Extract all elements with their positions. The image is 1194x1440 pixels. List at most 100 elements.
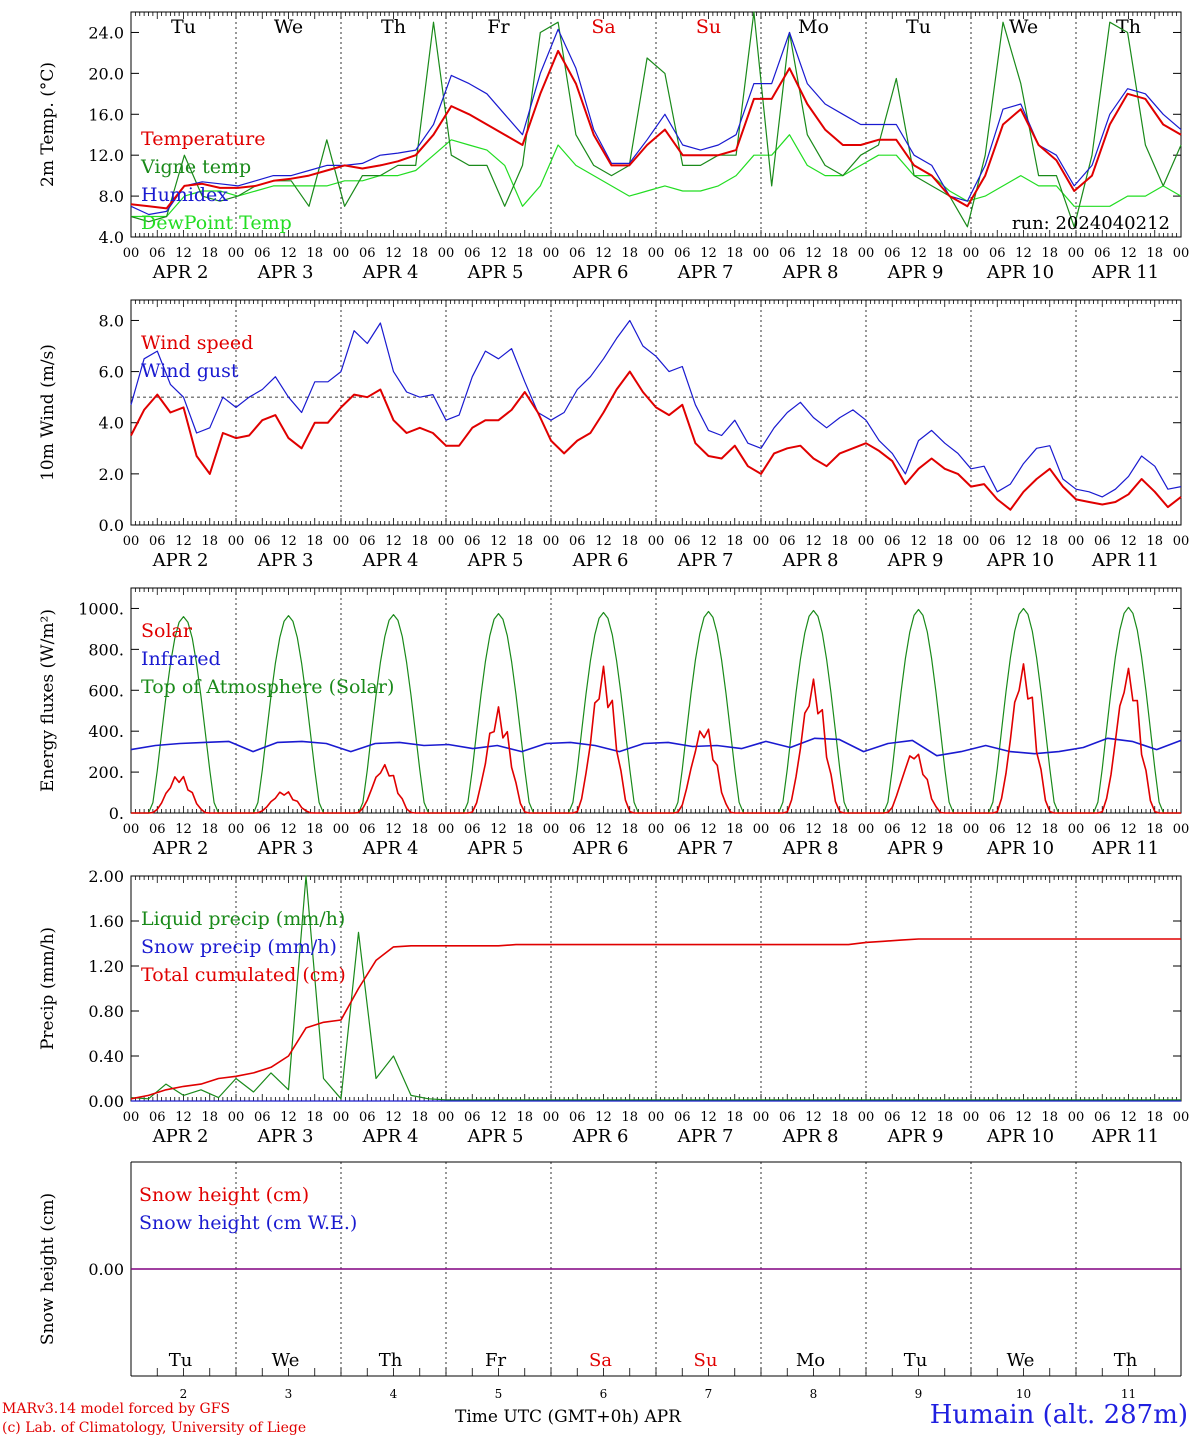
day-number-label: 2 bbox=[180, 1387, 188, 1401]
hour-label: 00 bbox=[228, 822, 245, 837]
weekday-label: Sa bbox=[591, 16, 615, 38]
day-number-label: 8 bbox=[810, 1387, 818, 1401]
hour-label: 00 bbox=[543, 246, 560, 261]
hour-label: 18 bbox=[726, 246, 743, 261]
y-axis-title: Precip (mm/h) bbox=[38, 927, 58, 1050]
y-tick-label: 6.0 bbox=[99, 363, 124, 382]
hour-label: 18 bbox=[726, 534, 743, 549]
y-tick-label: 2.0 bbox=[99, 465, 124, 484]
hour-label: 12 bbox=[805, 246, 822, 261]
hour-label: 00 bbox=[333, 246, 350, 261]
weekday-label: Th bbox=[1116, 16, 1141, 38]
hour-label: 18 bbox=[201, 534, 218, 549]
hour-label: 06 bbox=[1094, 1110, 1111, 1125]
hour-label: 00 bbox=[963, 534, 980, 549]
y-tick-label: 0.00 bbox=[88, 1260, 124, 1279]
station-name: Humain (alt. 287m) bbox=[929, 1400, 1188, 1430]
hour-label: 18 bbox=[1146, 534, 1163, 549]
hour-label: 18 bbox=[306, 534, 323, 549]
hour-label: 18 bbox=[411, 822, 428, 837]
weekday-label: Th bbox=[381, 16, 406, 38]
day-number-label: 7 bbox=[705, 1387, 713, 1401]
hour-label: 12 bbox=[910, 822, 927, 837]
hour-label: 06 bbox=[674, 246, 691, 261]
hour-label: 00 bbox=[963, 246, 980, 261]
hour-label: 18 bbox=[1041, 1110, 1058, 1125]
hour-label: 18 bbox=[1146, 822, 1163, 837]
date-label: APR 7 bbox=[677, 838, 734, 859]
legend-red: Wind speed bbox=[141, 332, 253, 354]
hour-label: 00 bbox=[333, 822, 350, 837]
y-tick-label: 4.0 bbox=[99, 228, 124, 247]
model-credit: MARv3.14 model forced by GFS bbox=[2, 1401, 231, 1417]
weekday-label: Tu bbox=[906, 16, 931, 38]
day-number-label: 4 bbox=[390, 1387, 398, 1401]
hour-label: 06 bbox=[779, 1110, 796, 1125]
date-label: APR 5 bbox=[467, 1126, 524, 1147]
hour-label: 18 bbox=[411, 1110, 428, 1125]
hour-label: 18 bbox=[1041, 822, 1058, 837]
hour-label: 06 bbox=[884, 822, 901, 837]
hour-label: 00 bbox=[648, 534, 665, 549]
hour-label: 06 bbox=[884, 246, 901, 261]
date-label: APR 8 bbox=[782, 550, 839, 571]
hour-label: 12 bbox=[280, 822, 297, 837]
date-label: APR 2 bbox=[152, 550, 209, 571]
legend-green: Vigne temp bbox=[140, 156, 251, 178]
hour-label: 06 bbox=[674, 822, 691, 837]
hour-label: 06 bbox=[464, 822, 481, 837]
date-label: APR 5 bbox=[467, 838, 524, 859]
hour-label: 00 bbox=[648, 246, 665, 261]
date-label: APR 2 bbox=[152, 262, 209, 283]
date-label: APR 8 bbox=[782, 838, 839, 859]
hour-label: 12 bbox=[700, 1110, 717, 1125]
hour-label: 18 bbox=[201, 246, 218, 261]
hour-label: 06 bbox=[149, 1110, 166, 1125]
hour-label: 12 bbox=[595, 1110, 612, 1125]
date-label: APR 6 bbox=[572, 262, 629, 283]
lab-credit: (c) Lab. of Climatology, University of L… bbox=[2, 1420, 307, 1436]
weekday-label: Tu bbox=[171, 16, 196, 38]
hour-label: 06 bbox=[989, 822, 1006, 837]
hour-label: 18 bbox=[1041, 246, 1058, 261]
date-label: APR 3 bbox=[257, 550, 314, 571]
y-tick-label: 8.0 bbox=[99, 187, 124, 206]
hour-label: 06 bbox=[779, 246, 796, 261]
hour-label: 18 bbox=[621, 1110, 638, 1125]
y-tick-label: 0.80 bbox=[88, 1002, 124, 1021]
legend-blue: Snow precip (mm/h) bbox=[141, 936, 337, 958]
series-blue bbox=[130, 319, 1182, 498]
hour-label: 06 bbox=[779, 534, 796, 549]
hour-label: 18 bbox=[621, 246, 638, 261]
hour-label: 06 bbox=[674, 1110, 691, 1125]
hour-label: 06 bbox=[569, 1110, 586, 1125]
hour-label: 12 bbox=[1120, 246, 1137, 261]
legend-green: Liquid precip (mm/h) bbox=[141, 908, 345, 930]
hour-label: 00 bbox=[963, 822, 980, 837]
day-number-label: 11 bbox=[1121, 1387, 1136, 1401]
date-label: APR 10 bbox=[986, 262, 1054, 283]
hour-label: 00 bbox=[648, 822, 665, 837]
hour-label: 00 bbox=[438, 246, 455, 261]
panel-1: 4.0 8.0 12.0 16.0 20.0 24.0 2m Temp. (°C) 00 06 1… bbox=[38, 11, 1189, 283]
weekday-label: Fr bbox=[485, 1350, 506, 1371]
hour-label: 12 bbox=[595, 246, 612, 261]
hour-label: 12 bbox=[595, 534, 612, 549]
hour-label: 06 bbox=[149, 534, 166, 549]
hour-label: 06 bbox=[884, 1110, 901, 1125]
hour-label: 06 bbox=[359, 534, 376, 549]
hour-label: 00 bbox=[543, 1110, 560, 1125]
series-blue bbox=[130, 28, 1182, 216]
hour-label: 12 bbox=[175, 534, 192, 549]
date-label: APR 4 bbox=[362, 262, 419, 283]
hour-label: 00 bbox=[123, 822, 140, 837]
weekday-label: Tu bbox=[904, 1350, 928, 1371]
hour-label: 06 bbox=[254, 822, 271, 837]
hour-label: 12 bbox=[280, 246, 297, 261]
hour-label: 06 bbox=[359, 822, 376, 837]
hour-label: 00 bbox=[753, 534, 770, 549]
panel-4: 0.00 0.40 0.80 1.20 1.60 2.00 Precip (mm/h) 00 0… bbox=[38, 867, 1189, 1147]
weekday-label: Fr bbox=[487, 16, 510, 38]
y-tick-label: 400. bbox=[88, 722, 124, 741]
hour-label: 18 bbox=[831, 1110, 848, 1125]
